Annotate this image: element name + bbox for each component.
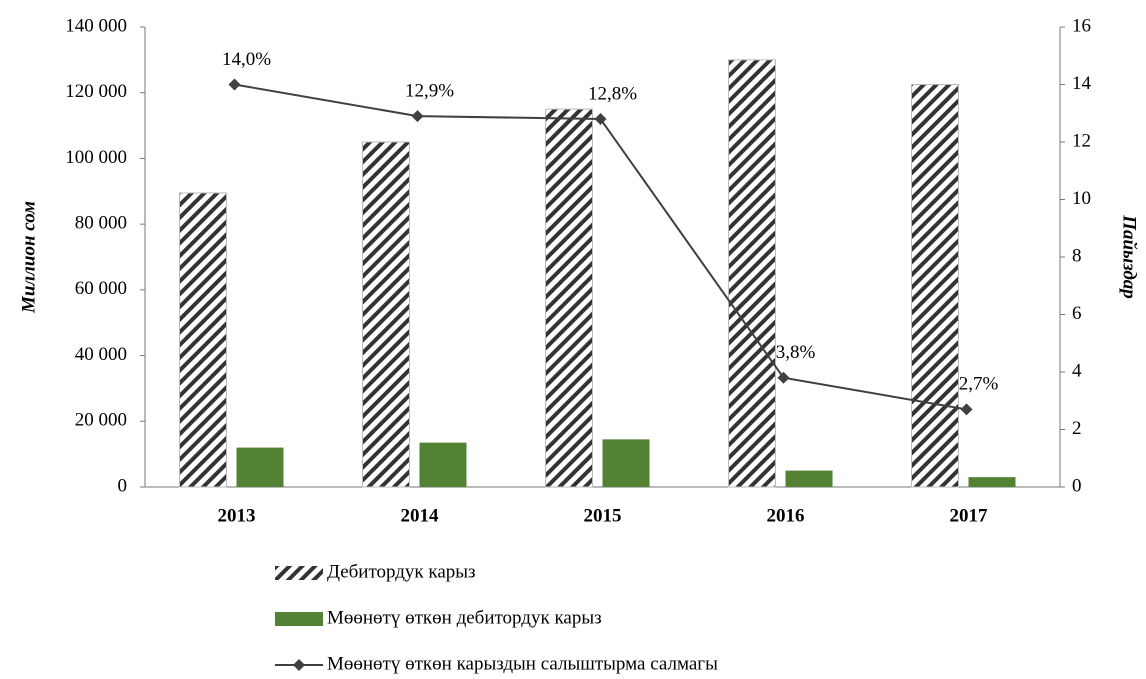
y-tick-label: 40 000 bbox=[75, 344, 127, 365]
bar bbox=[179, 192, 227, 488]
x-tick-label: 2016 bbox=[767, 505, 805, 526]
y-tick-label: 0 bbox=[118, 475, 128, 496]
data-label: 3,8% bbox=[776, 342, 816, 363]
data-label: 2,7% bbox=[959, 374, 999, 395]
line-marker bbox=[777, 371, 790, 384]
y2-tick-label: 8 bbox=[1072, 245, 1082, 266]
y2-tick-label: 12 bbox=[1072, 130, 1091, 151]
data-label: 12,8% bbox=[588, 83, 637, 104]
legend-label: Дебитордук карыз bbox=[327, 561, 476, 582]
bar bbox=[785, 470, 833, 487]
line-marker bbox=[594, 113, 607, 125]
data-label: 12,9% bbox=[405, 80, 454, 101]
bar bbox=[728, 59, 776, 488]
x-tick-label: 2014 bbox=[401, 505, 440, 526]
y-tick-label: 20 000 bbox=[75, 410, 127, 431]
bar bbox=[911, 84, 959, 488]
y-tick-label: 140 000 bbox=[65, 15, 127, 36]
y-tick-label: 120 000 bbox=[65, 81, 127, 102]
y2-tick-label: 14 bbox=[1072, 73, 1092, 94]
line-marker bbox=[960, 403, 973, 416]
y2-axis-label: Пайыздар bbox=[1119, 214, 1140, 299]
bar bbox=[968, 477, 1016, 487]
legend-swatch bbox=[275, 612, 323, 626]
line bbox=[234, 83, 967, 411]
bar bbox=[362, 141, 410, 488]
legend-swatch bbox=[275, 566, 323, 580]
legend-marker bbox=[293, 659, 305, 671]
x-tick-label: 2015 bbox=[584, 505, 622, 526]
y-axis-label: Миллион сом bbox=[18, 201, 39, 314]
bar bbox=[545, 108, 593, 488]
legend-label: Мөөнөтү өткөн карыздын салыштырма салмаг… bbox=[327, 653, 718, 674]
x-tick-label: 2017 bbox=[950, 505, 989, 526]
bar bbox=[419, 442, 467, 487]
y2-tick-label: 6 bbox=[1072, 303, 1082, 324]
legend-label: Мөөнөтү өткөн дебитордук карыз bbox=[327, 607, 602, 628]
y-tick-label: 100 000 bbox=[65, 147, 127, 168]
y2-tick-label: 2 bbox=[1072, 418, 1082, 439]
bar bbox=[236, 447, 284, 487]
line-marker bbox=[228, 78, 241, 91]
y2-tick-label: 10 bbox=[1072, 188, 1091, 209]
y2-tick-label: 0 bbox=[1072, 475, 1082, 496]
data-label: 14,0% bbox=[222, 49, 271, 70]
bar bbox=[602, 439, 650, 487]
y-tick-label: 60 000 bbox=[75, 278, 127, 299]
y-tick-label: 80 000 bbox=[75, 213, 127, 234]
y2-tick-label: 4 bbox=[1072, 360, 1082, 381]
y2-tick-label: 16 bbox=[1072, 15, 1091, 36]
line-marker bbox=[411, 110, 424, 123]
x-tick-label: 2013 bbox=[218, 505, 256, 526]
